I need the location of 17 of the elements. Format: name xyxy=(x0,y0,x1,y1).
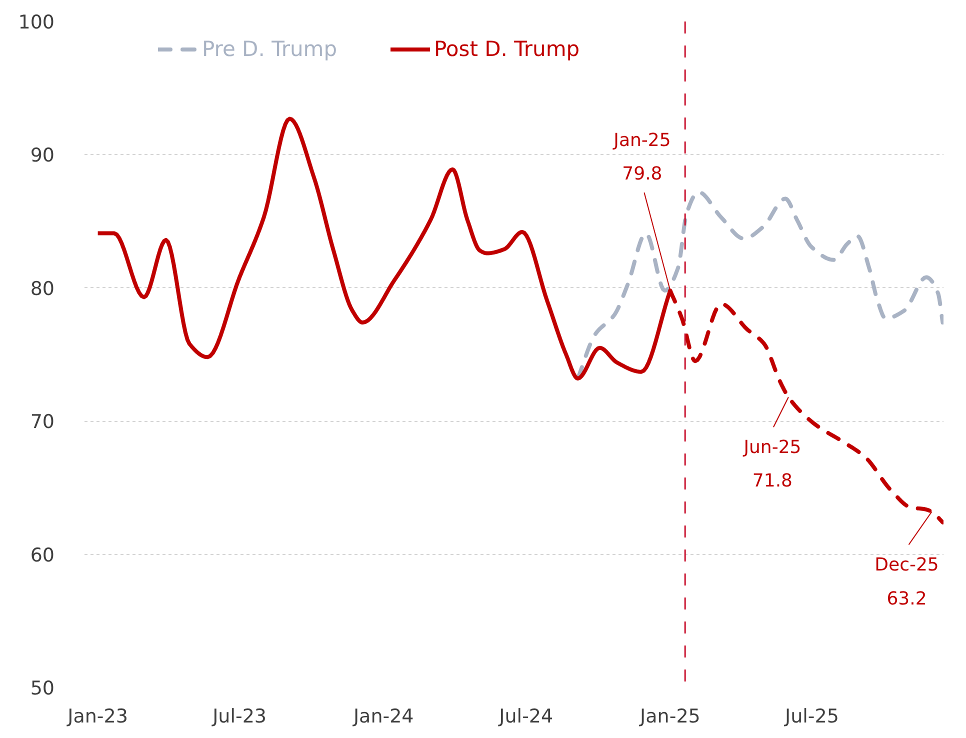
annotation: Jan-25 79.8 xyxy=(612,130,671,185)
x-tick-label: Jan-23 xyxy=(66,706,128,728)
x-tick-label: Jul-23 xyxy=(212,706,267,728)
y-tick-label: 90 xyxy=(30,144,55,167)
x-tick-label: Jan-24 xyxy=(352,706,414,728)
legend-label: Pre D. Trump xyxy=(202,37,338,61)
x-tick-label: Jan-25 xyxy=(639,706,700,728)
annotation: Dec-25 63.2 xyxy=(874,554,939,610)
y-tick-label: 70 xyxy=(30,411,55,434)
legend-label: Post D. Trump xyxy=(434,37,580,61)
x-tick-label: Jul-24 xyxy=(498,706,554,728)
y-tick-label: 100 xyxy=(18,12,54,34)
x-tick-label: Jul-25 xyxy=(784,706,839,728)
y-tick-label: 80 xyxy=(30,278,55,300)
y-tick-label: 60 xyxy=(30,544,55,566)
annotation: Jun-25 71.8 xyxy=(742,437,802,492)
y-tick-label: 50 xyxy=(30,678,55,700)
